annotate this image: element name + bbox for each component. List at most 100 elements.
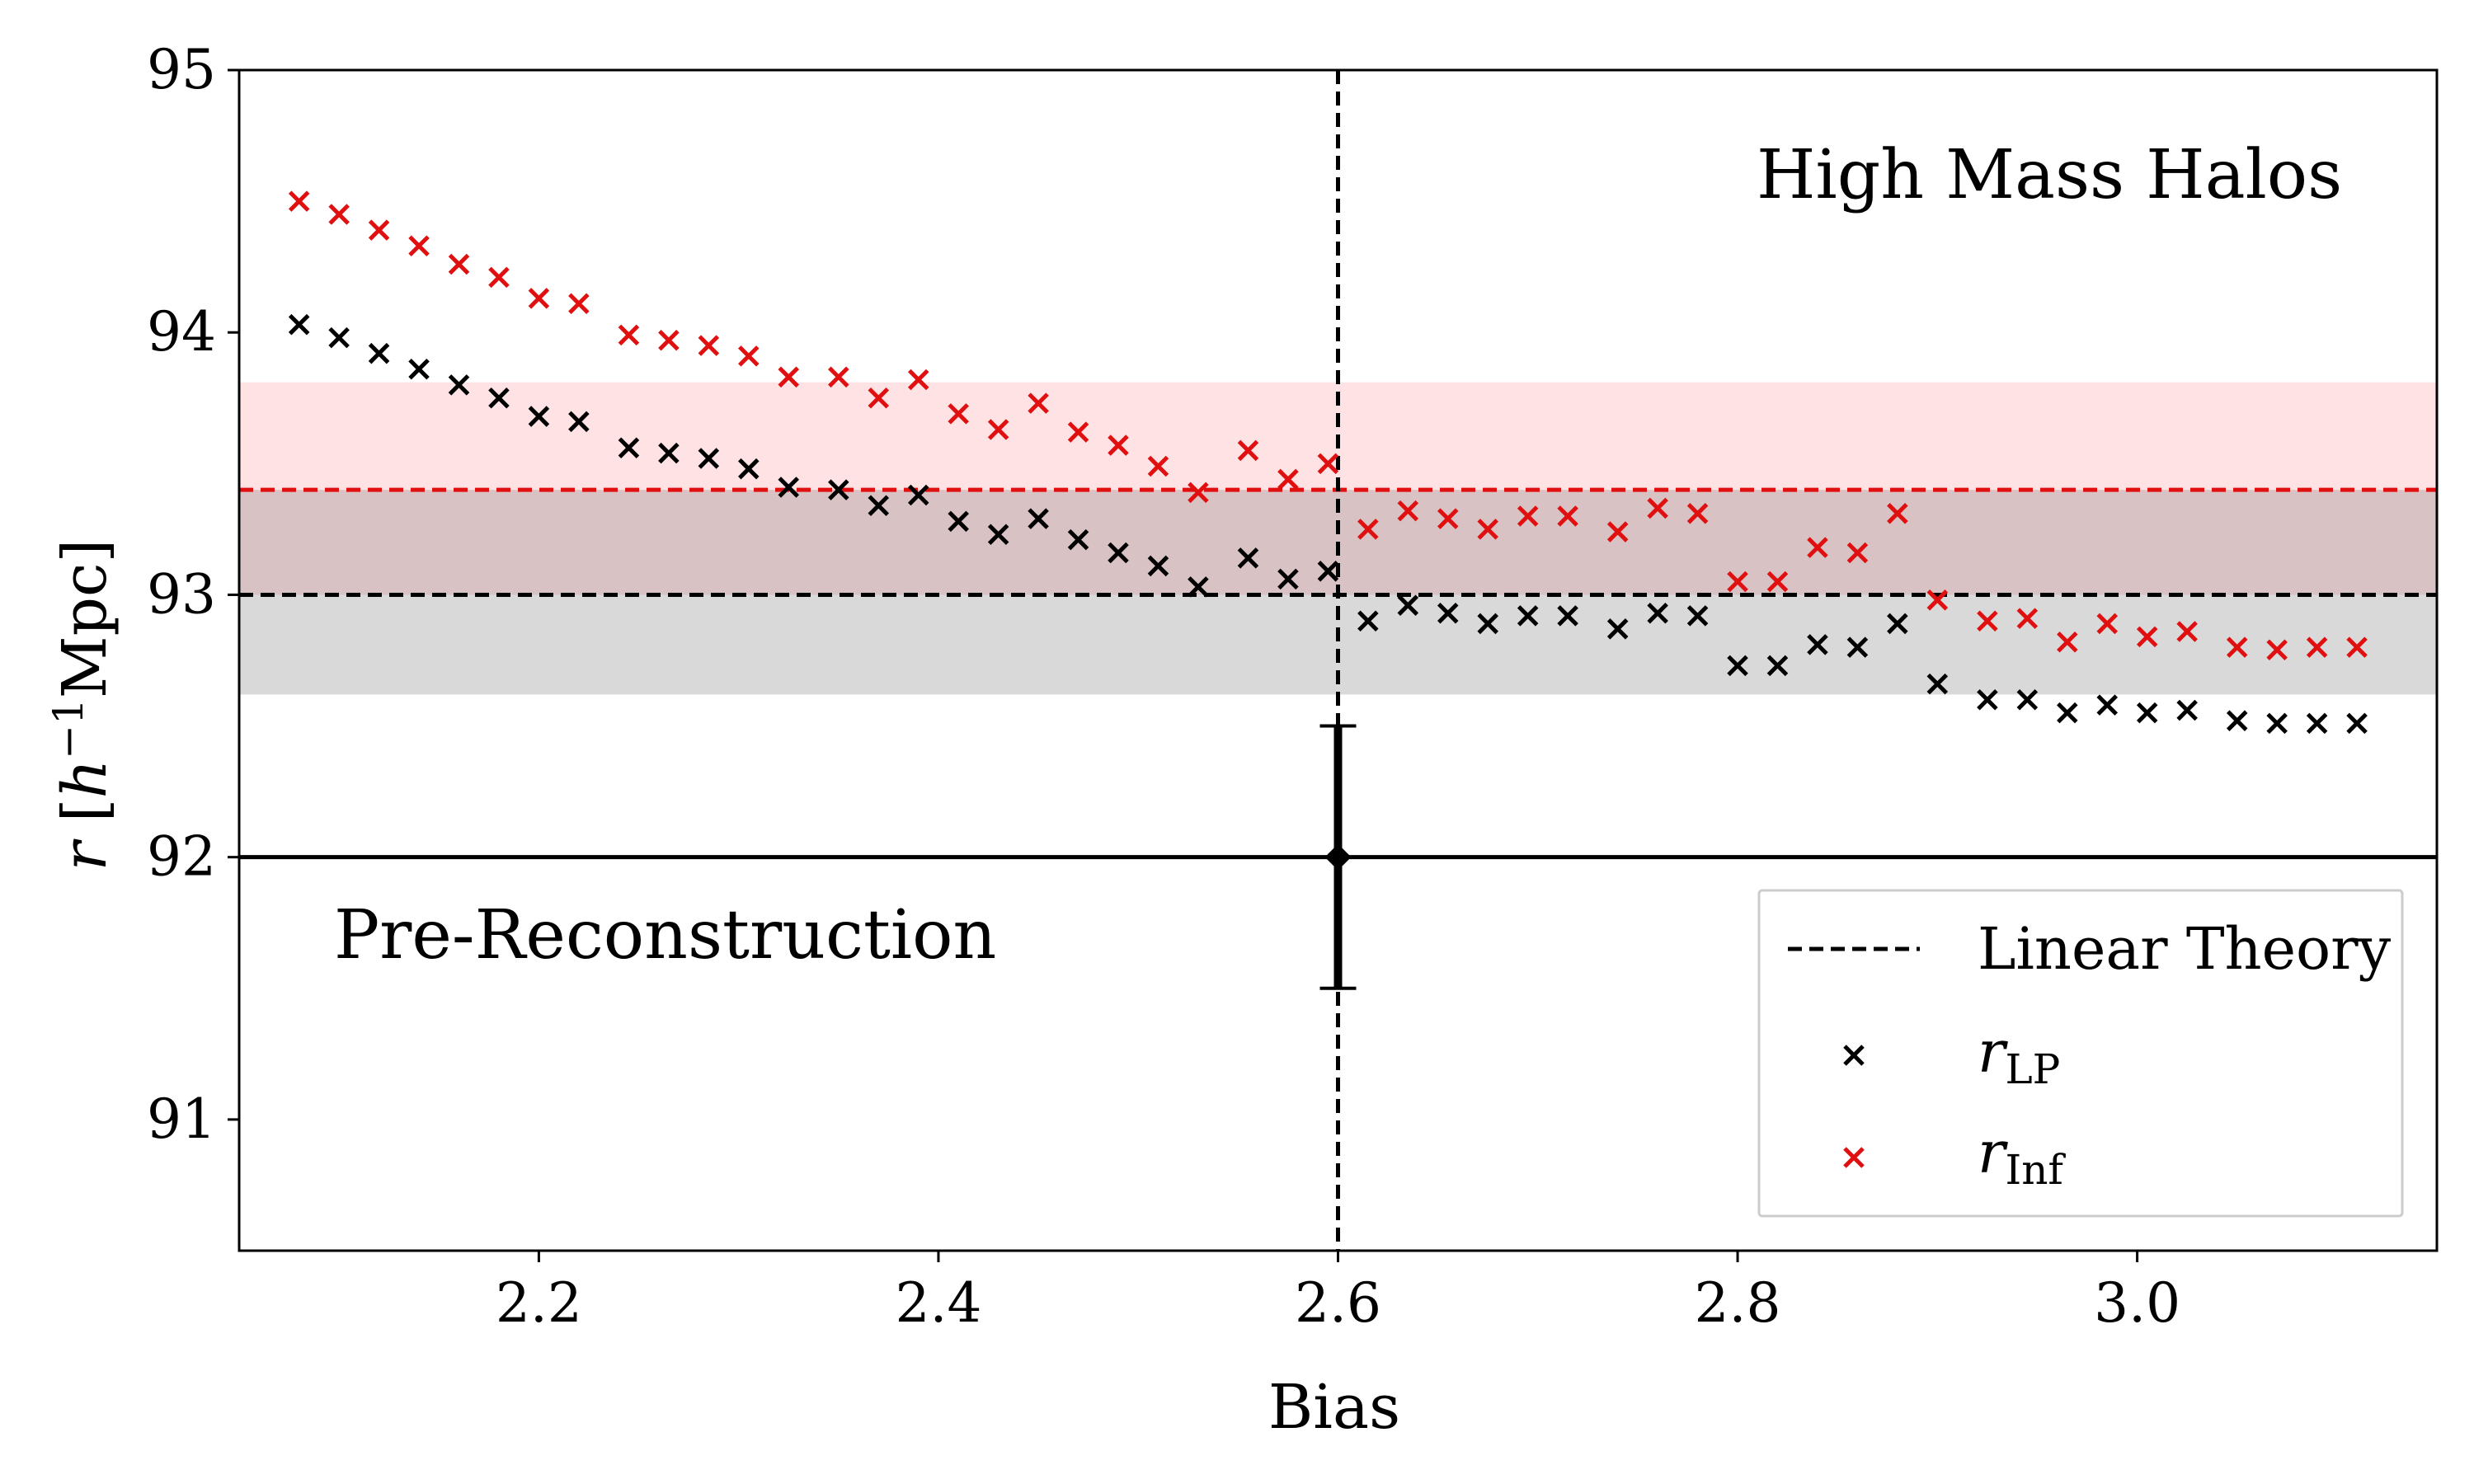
- errorbar-diamond: [1324, 843, 1352, 871]
- r-inf-point: [1437, 508, 1459, 529]
- r-lp-point: [1846, 636, 1869, 658]
- r-inf-point: [1237, 439, 1259, 462]
- r-lp-point: [1557, 605, 1578, 627]
- r-inf-point: [1317, 453, 1339, 475]
- errorbar: [1319, 724, 1357, 990]
- r-lp-point: [1188, 576, 1209, 598]
- r-inf-point: [1727, 571, 1748, 593]
- r-lp-point: [1317, 561, 1339, 582]
- r-inf-point: [2136, 626, 2158, 648]
- r-lp-point: [1277, 568, 1299, 590]
- r-lp-point: [1147, 555, 1169, 577]
- r-lp-point: [2346, 712, 2368, 735]
- r-inf-point: [1397, 500, 1419, 522]
- r-lp-point: [1067, 528, 1089, 551]
- r-inf-point: [1277, 468, 1299, 491]
- r-inf-point: [1887, 503, 1908, 524]
- r-lp-point: [828, 479, 849, 500]
- r-inf-point: [2346, 636, 2368, 658]
- r-inf-point: [1846, 542, 1869, 564]
- r-lp-point: [1647, 602, 1668, 624]
- r-lp-point: [288, 313, 310, 336]
- r-inf-point: [1357, 519, 1379, 540]
- r-inf-point: [618, 324, 640, 346]
- r-lp-point: [698, 448, 720, 469]
- r-lp-point: [2226, 710, 2248, 731]
- r-inf-point: [907, 369, 929, 391]
- r-inf-point: [987, 419, 1009, 440]
- r-lp-point: [987, 524, 1009, 546]
- r-inf-point: [1557, 505, 1578, 527]
- r-inf-point: [2016, 608, 2039, 629]
- r-lp-point: [1357, 610, 1379, 632]
- r-inf-point: [288, 190, 310, 212]
- r-inf-point: [2096, 613, 2119, 635]
- r-inf-point: [1977, 610, 1998, 632]
- r-inf-point: [1647, 497, 1668, 519]
- legend-r-inf-label: rInf: [1978, 1119, 2066, 1194]
- legend-r-lp-cross: [1843, 1045, 1865, 1066]
- r-inf-point: [2306, 636, 2328, 658]
- x-tick-label: 3.0: [2094, 1271, 2180, 1335]
- r-lp-point: [907, 484, 929, 506]
- r-inf-point: [328, 204, 350, 225]
- r-inf-point: [1686, 503, 1709, 524]
- r-inf-point: [368, 219, 390, 241]
- r-lp-point: [1437, 602, 1459, 624]
- r-inf-point: [1766, 571, 1789, 593]
- r-lp-point: [618, 437, 640, 459]
- r-lp-point: [658, 442, 680, 464]
- r-inf-point: [2266, 639, 2288, 661]
- legend-linear-theory-label: Linear Theory: [1978, 915, 2392, 983]
- r-lp-point: [948, 510, 969, 533]
- legend-r-inf-marker: [1843, 1147, 1865, 1168]
- x-tick-label: 2.8: [1695, 1271, 1781, 1335]
- r-lp-point: [1606, 618, 1629, 640]
- r-inf-point: [1188, 481, 1209, 504]
- y-axis-label: r [h−1Mpc]: [45, 539, 120, 871]
- r-lp-point: [1887, 613, 1908, 635]
- r-lp-point: [1397, 594, 1419, 616]
- r-lp-point: [738, 458, 760, 480]
- r-lp-point: [1686, 605, 1709, 627]
- legend-r-lp-marker: [1843, 1045, 1865, 1066]
- r-inf-point: [488, 266, 510, 289]
- r-lp-point: [1926, 673, 1949, 695]
- y-tick-label: 95: [147, 38, 216, 101]
- r-lp-point: [528, 406, 550, 427]
- r-inf-point: [528, 288, 550, 309]
- r-lp-point: [1727, 655, 1748, 677]
- r-inf-point: [1108, 434, 1129, 456]
- r-inf-point: [828, 366, 849, 388]
- r-inf-point: [1517, 505, 1539, 527]
- r-lp-point: [1807, 634, 1828, 655]
- r-lp-point: [868, 495, 890, 517]
- r-lp-point: [2266, 712, 2288, 735]
- r-inf-point: [778, 366, 800, 388]
- r-inf-point: [568, 293, 590, 314]
- x-tick-label: 2.2: [496, 1271, 582, 1335]
- r-inf-point: [1926, 589, 1949, 611]
- y-tick-label: 91: [147, 1087, 216, 1151]
- r-inf-point: [1067, 421, 1089, 443]
- r-inf-point: [1477, 519, 1498, 540]
- r-inf-point: [1606, 521, 1629, 542]
- legend-r-inf-cross: [1843, 1147, 1865, 1168]
- r-inf-point: [658, 330, 680, 351]
- r-lp-point: [2176, 699, 2198, 721]
- annotation-pre-reconstruction: Pre-Reconstruction: [334, 896, 996, 974]
- x-tick-label: 2.6: [1295, 1271, 1381, 1335]
- r-lp-point: [448, 374, 470, 396]
- r-lp-point: [1977, 688, 1998, 711]
- r-lp-point: [1477, 613, 1498, 635]
- r-lp-point: [2057, 702, 2078, 724]
- legend: Linear Theory rLP rInf: [1757, 889, 2404, 1218]
- r-lp-point: [328, 326, 350, 349]
- r-inf-point: [2176, 621, 2198, 642]
- r-inf-point: [738, 345, 760, 367]
- r-inf-point: [2057, 631, 2078, 653]
- r-lp-point: [368, 342, 390, 364]
- r-inf-point: [868, 387, 890, 409]
- r-lp-point: [2136, 702, 2158, 724]
- r-inf-point: [2226, 636, 2248, 658]
